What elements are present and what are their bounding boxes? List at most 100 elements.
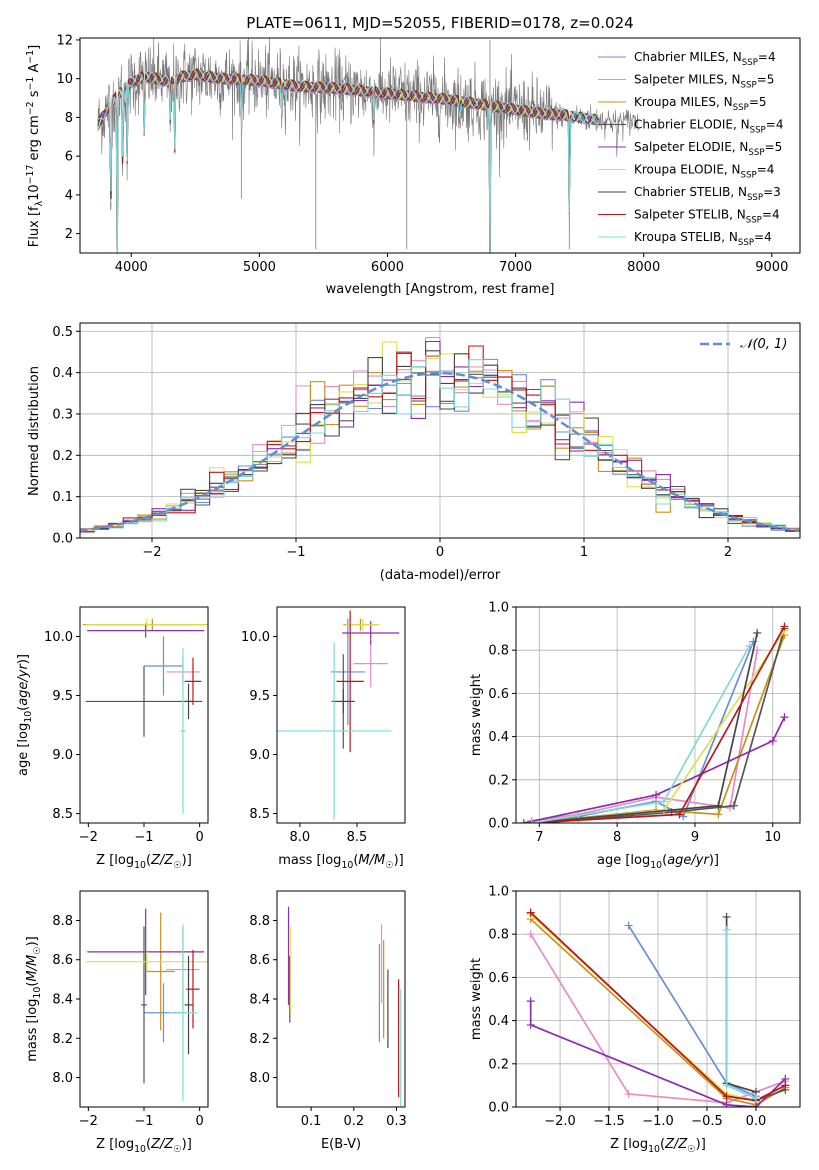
label-part: )] <box>16 654 31 664</box>
x-axis-label: Z [log10(Z/Z☉)] <box>610 1137 706 1155</box>
model-spectrum <box>97 69 599 253</box>
y-tick-label: 0.8 <box>488 644 509 659</box>
label-part: )] <box>394 853 404 868</box>
weight-marker <box>722 1092 731 1101</box>
label-part: age/yr <box>667 853 710 868</box>
x-tick-label: 8.0 <box>290 830 311 845</box>
spectrum-lines <box>97 38 639 253</box>
mass-vs-Z-frame <box>79 890 209 1108</box>
legend-entry: Chabrier MILES, NSSP=4 <box>634 50 776 68</box>
x-tick-label: −1 <box>134 1114 153 1129</box>
weight-marker <box>729 801 738 810</box>
label-part: 10 <box>341 860 353 871</box>
y-tick-label: 0.2 <box>488 1057 509 1072</box>
age-vs-Z-frame <box>79 606 209 824</box>
residuals-axes: −2 −1 0 1 2 0.0 0.1 0.2 0.3 0.4 0.5 <box>52 323 800 560</box>
residuals-frame <box>79 322 801 539</box>
x-tick-label: 0.3 <box>386 1114 407 1129</box>
y-tick-label: 8.5 <box>52 807 73 822</box>
y-tick-label: 0.0 <box>488 1101 509 1116</box>
weight-line <box>530 918 786 1106</box>
weight-vs-Z-frame <box>515 890 801 1108</box>
legend-entry: Salpeter MILES, NSSP=5 <box>634 73 774 91</box>
y-tick-label: 9.5 <box>249 689 270 704</box>
y-tick-label: 0.4 <box>488 1014 509 1029</box>
y-axis-label: age [log10(age/yr)] <box>16 654 34 776</box>
label-part: Chabrier MILES, N <box>634 50 742 64</box>
label-part: age [log <box>597 853 650 868</box>
y-tick-label: 8.2 <box>52 1032 73 1047</box>
x-tick-label: −1 <box>286 545 305 560</box>
label-part: SSP <box>742 58 758 68</box>
legend-entry: Kroupa ELODIE, NSSP=4 <box>634 163 774 181</box>
x-tick-label: 9000 <box>755 260 788 275</box>
x-tick-label: 2 <box>724 545 732 560</box>
weight-marker <box>781 1081 790 1090</box>
y-tick-label: 8.8 <box>249 914 270 929</box>
label-part: Kroupa ELODIE, N <box>634 163 741 177</box>
y-tick-label: 2 <box>65 227 73 242</box>
weight-marker <box>722 925 731 934</box>
label-part: =4 <box>758 50 776 64</box>
figure-title: PLATE=0611, MJD=52055, FIBERID=0178, z=0… <box>246 14 633 32</box>
label-part: M/M <box>358 853 385 868</box>
label-part: =4 <box>762 208 780 222</box>
label-part: )] <box>709 853 719 868</box>
weight-marker <box>768 736 777 745</box>
x-tick-label: 4000 <box>115 260 148 275</box>
y-tick-label: 0.1 <box>52 490 73 505</box>
legend-entry: 𝒩(0, 1) <box>740 337 787 352</box>
label-part: )] <box>182 1137 192 1152</box>
label-part: erg cm <box>27 115 42 164</box>
y-tick-label: 8.0 <box>249 1071 270 1086</box>
label-part: Salpeter STELIB, N <box>634 208 746 222</box>
mass-vs-ebv-errorbars <box>287 906 402 1107</box>
legend-entry: Chabrier STELIB, NSSP=3 <box>634 185 781 203</box>
weight-marker <box>722 1100 731 1107</box>
label-part: ( <box>146 1137 151 1152</box>
y-tick-label: 8.0 <box>52 1071 73 1086</box>
normal-curve <box>80 371 800 533</box>
weight-marker <box>652 790 661 799</box>
label-part: −1 <box>25 50 36 64</box>
label-part: age/yr <box>16 662 31 705</box>
label-part: A <box>27 64 42 77</box>
y-axis-label: mass [log10(M/M☉)] <box>25 936 43 1062</box>
weight-marker <box>722 912 731 921</box>
label-part: ☉ <box>687 1144 695 1155</box>
x-tick-label: −2 <box>79 1114 98 1129</box>
label-part: 10 <box>648 1144 660 1155</box>
y-tick-label: 8.5 <box>249 807 270 822</box>
label-part: )] <box>696 1137 706 1152</box>
x-axis-label: Z [log10(Z/Z☉)] <box>96 853 192 871</box>
label-part: Chabrier STELIB, N <box>634 185 747 199</box>
label-part: ☉ <box>385 860 393 871</box>
label-part: ( <box>353 853 358 868</box>
y-tick-label: 9.0 <box>52 748 73 763</box>
weight-line <box>531 632 759 823</box>
label-part: ] <box>27 45 42 50</box>
y-tick-label: 0.8 <box>488 928 509 943</box>
x-axis-label: wavelength [Angstrom, rest frame] <box>326 282 555 297</box>
model-spectrum <box>97 68 599 253</box>
x-tick-label: 0.0 <box>746 1114 767 1129</box>
weight-marker <box>780 622 789 631</box>
label-part: SSP <box>738 238 754 248</box>
age-vs-mass-axes: 8.0 8.5 8.5 9.0 9.5 10.0 <box>241 630 367 845</box>
x-tick-label: 8 <box>613 830 621 845</box>
y-tick-label: 8.6 <box>52 953 73 968</box>
weight-line <box>627 925 757 1097</box>
weight-marker <box>526 930 535 939</box>
weight-line <box>523 716 786 823</box>
mass-vs-Z-axes: −2 −1 0 8.0 8.2 8.4 8.6 8.8 <box>52 914 203 1129</box>
label-part: Flux [f <box>27 206 42 247</box>
x-tick-label: 5000 <box>243 260 276 275</box>
label-part: 10 <box>23 711 34 723</box>
label-part: s <box>27 90 42 101</box>
weight-line <box>539 628 786 823</box>
weight-marker <box>624 1090 633 1099</box>
y-tick-label: 12 <box>56 33 73 48</box>
label-part: =4 <box>766 118 784 132</box>
weight-marker <box>722 1081 731 1090</box>
x-tick-label: −2.0 <box>544 1114 576 1129</box>
